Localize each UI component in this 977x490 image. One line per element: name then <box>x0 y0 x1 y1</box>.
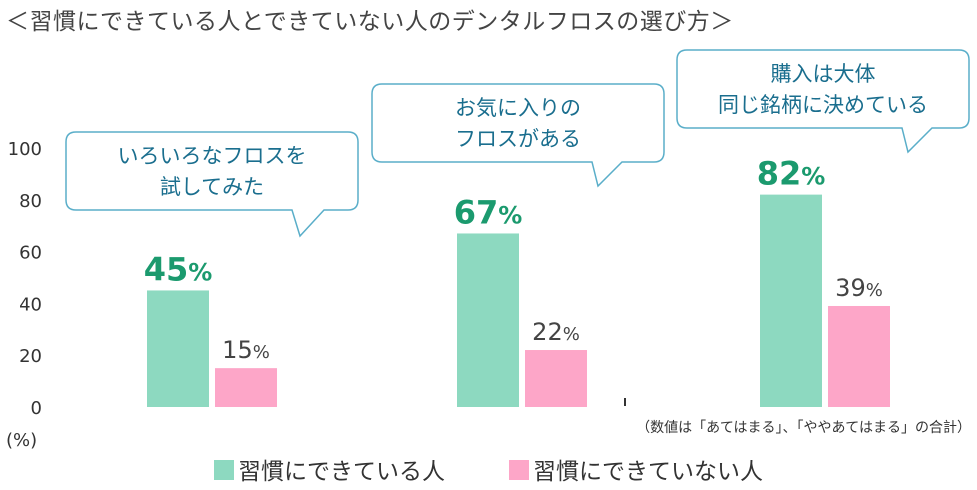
y-tick-label: 60 <box>19 243 42 264</box>
category-label: 同じ銘柄に決めている <box>718 93 928 117</box>
category-label: いろいろなフロスを <box>118 144 307 168</box>
category-label: 試してみた <box>160 175 264 199</box>
category-label: お気に入りの <box>455 96 581 120</box>
y-tick-label: 20 <box>19 346 42 367</box>
legend-swatch-1 <box>214 460 234 480</box>
bubble-outline <box>676 49 970 154</box>
y-tick-label: 40 <box>19 294 42 315</box>
bar-habit-1 <box>147 290 209 407</box>
data-label: 22% <box>532 318 580 346</box>
bubble-outline <box>65 131 359 238</box>
data-label: 15% <box>222 336 270 364</box>
legend-swatch-2 <box>509 460 529 480</box>
bar-no-habit-2 <box>525 350 587 407</box>
data-label: 45% <box>144 250 213 288</box>
data-label: 67% <box>454 193 523 231</box>
footnote: （数値は「あてはまる」、「ややあてはまる」の合計） <box>636 420 971 436</box>
data-label: 82% <box>757 155 826 193</box>
bar-no-habit-3 <box>828 305 890 407</box>
bubble-outline <box>371 83 665 188</box>
bar-no-habit-1 <box>215 368 277 407</box>
bar-habit-2 <box>457 233 519 407</box>
category-label: フロスがある <box>455 127 581 151</box>
bar-habit-3 <box>760 194 822 407</box>
y-tick-label: 80 <box>19 191 42 212</box>
legend: 習慣にできている人 習慣にできていない人 <box>214 459 763 485</box>
legend-label-1: 習慣にできている人 <box>238 459 445 485</box>
legend-label-2: 習慣にできていない人 <box>533 459 763 485</box>
y-axis-unit: (%) <box>6 430 37 451</box>
y-tick-label: 100 <box>8 139 42 160</box>
chart-title: ＜習慣にできている人とできていない人のデンタルフロスの選び方＞ <box>6 9 734 35</box>
y-tick-label: 0 <box>31 398 42 419</box>
data-label: 39% <box>835 274 883 302</box>
category-label: 購入は大体 <box>771 62 876 86</box>
